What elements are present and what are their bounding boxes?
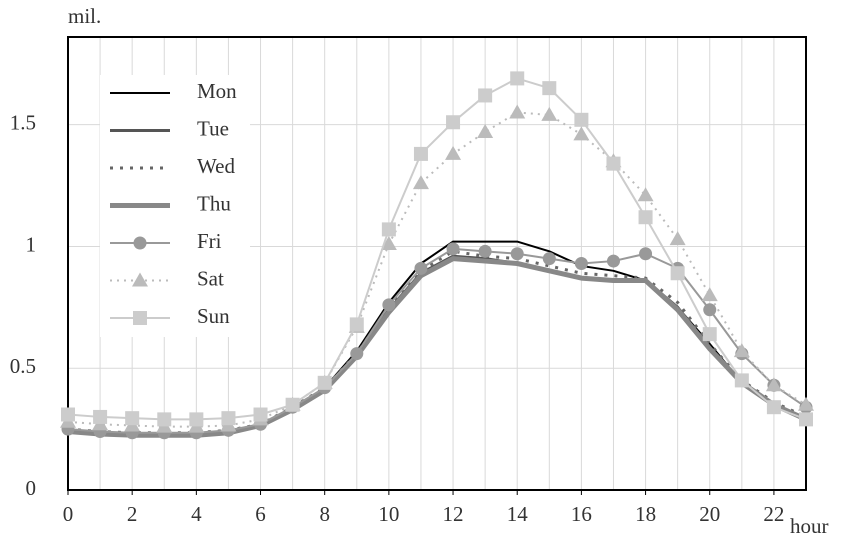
marker [132, 272, 148, 287]
marker [510, 247, 524, 261]
x-tick-label: 0 [63, 502, 74, 526]
legend-label: Tue [197, 116, 229, 140]
marker [413, 146, 428, 161]
x-tick-label: 12 [443, 502, 464, 526]
marker [542, 81, 557, 96]
marker [446, 115, 461, 130]
y-axis-label: mil. [68, 4, 101, 28]
marker [285, 397, 300, 412]
marker [380, 236, 397, 251]
marker [382, 298, 396, 312]
marker [253, 407, 268, 422]
y-tick-label: 0.5 [10, 354, 36, 378]
x-tick-label: 8 [319, 502, 330, 526]
marker [349, 317, 364, 332]
marker [133, 311, 147, 325]
x-tick-label: 2 [127, 502, 138, 526]
marker [221, 411, 236, 426]
marker [541, 106, 558, 121]
marker [317, 375, 332, 390]
marker [734, 373, 749, 388]
legend-label: Wed [197, 154, 235, 178]
x-tick-label: 14 [507, 502, 529, 526]
x-tick-label: 18 [635, 502, 656, 526]
x-tick-label: 20 [699, 502, 720, 526]
marker [157, 412, 172, 427]
series-line [67, 249, 807, 435]
marker [414, 261, 428, 275]
marker [703, 303, 717, 317]
marker [350, 347, 364, 361]
marker [125, 411, 140, 426]
legend-label: Sat [197, 266, 224, 290]
marker [574, 257, 588, 270]
legend-label: Thu [197, 191, 231, 215]
marker [478, 244, 492, 258]
legend-label: Sun [197, 304, 230, 328]
legend-label: Mon [197, 79, 237, 103]
plot-frame [67, 36, 807, 491]
series [67, 249, 807, 435]
marker [606, 156, 621, 171]
marker [637, 187, 654, 202]
marker [798, 396, 814, 411]
marker [61, 407, 75, 422]
marker [573, 126, 590, 141]
marker [799, 412, 813, 427]
series [61, 71, 813, 427]
x-tick-label: 4 [191, 502, 202, 526]
marker [766, 400, 781, 415]
marker [510, 71, 525, 86]
marker [765, 377, 782, 392]
marker [574, 112, 589, 127]
marker [412, 175, 429, 190]
marker [189, 412, 204, 427]
marker [542, 252, 556, 266]
marker [639, 247, 653, 261]
x-tick-label: 22 [763, 502, 784, 526]
marker [478, 88, 493, 103]
legend: Mon Tue Wed Thu Fri Sat Sun [100, 75, 250, 337]
x-tick-label: 10 [378, 502, 399, 526]
marker [702, 327, 717, 342]
marker [733, 343, 750, 358]
marker [670, 266, 685, 281]
x-axis-label: hour [790, 514, 829, 538]
marker [701, 287, 718, 302]
marker [638, 210, 653, 225]
marker [445, 145, 462, 160]
y-tick-label: 1.5 [10, 110, 36, 134]
x-tick-label: 6 [255, 502, 266, 526]
marker [446, 242, 460, 256]
legend-label: Fri [197, 229, 222, 253]
marker [93, 409, 108, 424]
x-tick-label: 16 [571, 502, 592, 526]
series-line [67, 111, 807, 428]
marker [669, 231, 686, 246]
marker [477, 123, 494, 138]
y-tick-label: 0 [26, 476, 37, 500]
y-tick-label: 1 [26, 232, 37, 256]
marker [606, 254, 620, 268]
marker [509, 104, 526, 119]
marker [381, 222, 396, 237]
marker [133, 236, 147, 250]
